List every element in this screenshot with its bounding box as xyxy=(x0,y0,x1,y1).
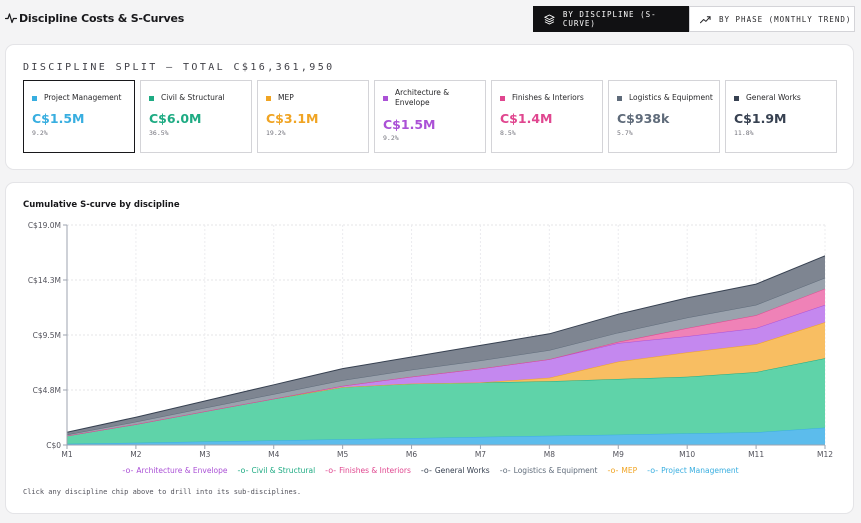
chip-name: Finishes & Interiors xyxy=(512,93,584,102)
legend-item[interactable]: -o- Finishes & Interiors xyxy=(325,466,411,475)
chart-legend: -o- Architecture & Envelope -o- Civil & Str… xyxy=(6,466,855,475)
x-tick-label: M5 xyxy=(337,450,348,459)
area-civil-structural xyxy=(67,358,825,444)
chip-civil-structural[interactable]: Civil & Structural C$6.0M 36.5% xyxy=(140,80,252,153)
chip-percent: 19.2% xyxy=(266,129,286,137)
tab-by-discipline[interactable]: BY DISCIPLINE (S-CURVE) xyxy=(533,6,689,32)
legend-item[interactable]: -o- MEP xyxy=(607,466,637,475)
color-swatch xyxy=(383,96,388,101)
legend-marker-icon: -o- xyxy=(325,466,337,475)
x-tick-label: M6 xyxy=(406,450,417,459)
chip-percent: 8.5% xyxy=(500,129,516,137)
legend-item[interactable]: -o- Civil & Structural xyxy=(238,466,316,475)
legend-label: General Works xyxy=(434,466,490,475)
line-logistics-equipment xyxy=(66,277,826,436)
layers-icon xyxy=(544,13,555,25)
x-tick-label: M2 xyxy=(130,450,141,459)
legend-item[interactable]: -o- General Works xyxy=(421,466,490,475)
chip-value: C$3.1M xyxy=(266,111,319,126)
legend-item[interactable]: -o- Logistics & Equipment xyxy=(500,466,598,475)
chip-percent: 36.5% xyxy=(149,129,169,137)
chip-name: Civil & Structural xyxy=(161,93,225,102)
chip-name: General Works xyxy=(746,93,801,102)
chip-name: Project Management xyxy=(44,93,122,102)
tab-by-phase-label: BY PHASE (MONTHLY TREND) xyxy=(719,14,852,24)
chip-general-works[interactable]: General Works C$1.9M 11.8% xyxy=(725,80,837,153)
line-general-works xyxy=(66,255,826,433)
chip-name: Architecture & Envelope xyxy=(395,88,450,107)
color-swatch xyxy=(617,96,622,101)
color-swatch xyxy=(32,96,37,101)
legend-label: Logistics & Equipment xyxy=(513,466,598,475)
tab-by-phase[interactable]: BY PHASE (MONTHLY TREND) xyxy=(689,6,855,32)
color-swatch xyxy=(149,96,154,101)
chip-value: C$1.5M xyxy=(32,111,85,126)
s-curve-card: Cumulative S-curve by discipline C$0 C$4.… xyxy=(5,182,854,514)
x-tick-label: M12 xyxy=(817,450,833,459)
chip-value: C$1.5M xyxy=(383,117,436,132)
chip-name: MEP xyxy=(278,93,294,102)
legend-label: Architecture & Envelope xyxy=(136,466,228,475)
x-tick-label: M4 xyxy=(268,450,279,459)
x-tick-label: M1 xyxy=(61,450,72,459)
y-tick-label: C$4.8M xyxy=(33,386,61,395)
legend-marker-icon: -o- xyxy=(647,466,659,475)
discipline-split-card: DISCIPLINE SPLIT — TOTAL C$16,361,950 Pr… xyxy=(5,44,854,170)
y-tick-label: C$14.3M xyxy=(28,276,61,285)
y-tick-label: C$9.5M xyxy=(33,331,61,340)
chip-percent: 11.8% xyxy=(734,129,754,137)
area-general-works xyxy=(67,255,825,435)
activity-icon xyxy=(5,13,17,24)
chip-name: Logistics & Equipment xyxy=(629,93,713,102)
legend-item[interactable]: -o- Project Management xyxy=(647,466,738,475)
x-tick-label: M10 xyxy=(679,450,695,459)
legend-label: Project Management xyxy=(661,466,739,475)
y-tick-label: C$0 xyxy=(46,441,61,450)
page-header: Discipline Costs & S-Curves BY DISCIPLIN… xyxy=(0,0,861,40)
color-swatch xyxy=(266,96,271,101)
chip-percent: 5.7% xyxy=(617,129,633,137)
chip-value: C$938k xyxy=(617,111,670,126)
chip-mep[interactable]: MEP C$3.1M 19.2% xyxy=(257,80,369,153)
area-project-management xyxy=(67,427,825,445)
legend-marker-icon: -o- xyxy=(607,466,619,475)
legend-item[interactable]: -o- Architecture & Envelope xyxy=(122,466,227,475)
chip-finishes-interiors[interactable]: Finishes & Interiors C$1.4M 8.5% xyxy=(491,80,603,153)
x-tick-label: M11 xyxy=(748,450,764,459)
s-curve-chart: C$0 C$4.8M C$9.5M C$14.3M C$19.0M M1 M2 M3 M4 M5 M… xyxy=(28,221,833,459)
chip-value: C$1.4M xyxy=(500,111,553,126)
chip-project-management[interactable]: Project Management C$1.5M 9.2% xyxy=(23,80,135,153)
trending-up-icon xyxy=(700,15,711,23)
x-tick-label: M3 xyxy=(199,450,210,459)
chip-value: C$1.9M xyxy=(734,111,787,126)
legend-marker-icon: -o- xyxy=(122,466,134,475)
legend-marker-icon: -o- xyxy=(420,466,432,475)
x-tick-label: M9 xyxy=(613,450,624,459)
legend-label: Finishes & Interiors xyxy=(339,466,411,475)
chip-logistics-equipment[interactable]: Logistics & Equipment C$938k 5.7% xyxy=(608,80,720,153)
chip-architecture-envelope[interactable]: Architecture & Envelope C$1.5M 9.2% xyxy=(374,80,486,153)
chip-percent: 9.2% xyxy=(32,129,48,137)
legend-label: MEP xyxy=(621,466,638,475)
discipline-split-title: DISCIPLINE SPLIT — TOTAL C$16,361,950 xyxy=(23,62,335,73)
color-swatch xyxy=(500,96,505,101)
x-tick-label: M7 xyxy=(475,450,486,459)
legend-marker-icon: -o- xyxy=(499,466,511,475)
chart-title: Cumulative S-curve by discipline xyxy=(23,200,180,210)
legend-label: Civil & Structural xyxy=(251,466,316,475)
x-tick-label: M8 xyxy=(544,450,555,459)
y-tick-label: C$19.0M xyxy=(28,221,61,230)
drill-hint: Click any discipline chip above to drill… xyxy=(23,488,302,496)
color-swatch xyxy=(734,96,739,101)
legend-marker-icon: -o- xyxy=(237,466,249,475)
tab-by-discipline-label: BY DISCIPLINE (S-CURVE) xyxy=(562,10,657,28)
chip-percent: 9.2% xyxy=(383,134,399,142)
chip-value: C$6.0M xyxy=(149,111,202,126)
page-title: Discipline Costs & S-Curves xyxy=(19,12,185,25)
